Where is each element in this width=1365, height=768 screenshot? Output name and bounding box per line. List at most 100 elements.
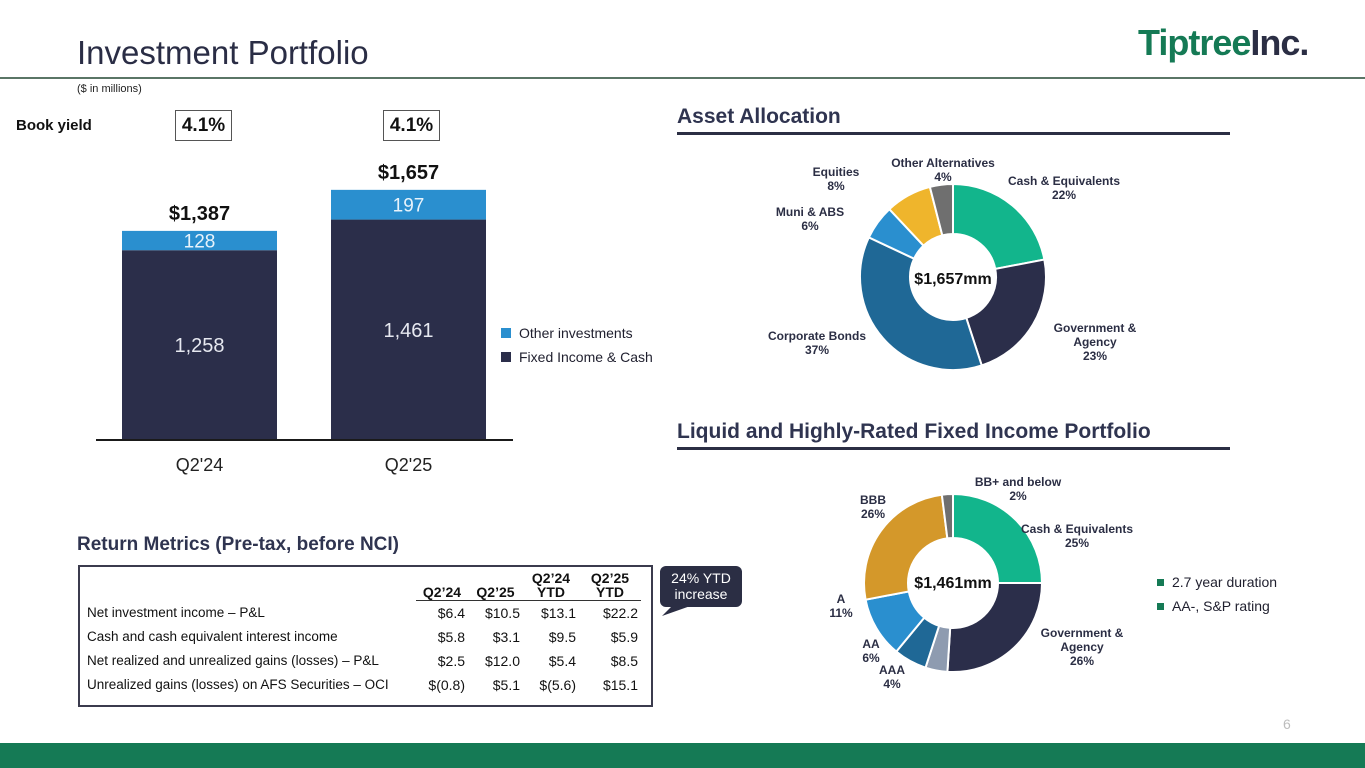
column-header-q2-25: Q2’25 <box>468 571 523 601</box>
page-title: Investment Portfolio <box>77 34 369 71</box>
portfolio-bar-chart: 1,258 128 $1,387 Q2'24 1,461 197 $1,657 Q2'25 <box>96 162 513 475</box>
legend-swatch-fixed-income <box>501 352 511 362</box>
bar-segment-other-investments <box>331 189 486 220</box>
fixed-income-rule <box>677 447 1230 450</box>
row-value: $6.4 <box>437 604 465 621</box>
slice-label-line: A <box>837 592 846 606</box>
slice-percent: 11% <box>829 606 853 620</box>
slice-label-line: AA <box>862 637 880 651</box>
row-value: $(5.6) <box>539 676 576 693</box>
donut-slice-cash-equivalents <box>952 492 1044 584</box>
table-row: Net realized and unrealized gains (losse… <box>84 649 641 673</box>
row-value: $5.8 <box>437 628 465 645</box>
table-row: Unrealized gains (losses) on AFS Securit… <box>84 673 641 697</box>
slice-percent: 8% <box>827 179 845 193</box>
slice-label-corporate-bonds: Corporate Bonds 37% <box>768 329 866 357</box>
slice-label-line: Other Alternatives <box>891 156 995 170</box>
return-metrics-table: Q2’24 Q2’25 Q2’24 YTD Q2’25 YTD Net invest… <box>84 571 641 697</box>
slice-percent: 22% <box>1052 188 1076 202</box>
column-header-q2-25-ytd: Q2’25 YTD <box>579 571 641 601</box>
bar-segment-fixed-income <box>122 250 277 440</box>
legend-other-investments: Other investments <box>501 325 633 341</box>
duration-bullet: 2.7 year duration <box>1157 574 1277 590</box>
rating-bullet-marker <box>1157 603 1164 610</box>
slice-label-cash-equivalents: Cash & Equivalents 25% <box>1021 522 1133 550</box>
slice-percent: 25% <box>1065 536 1089 550</box>
asset-allocation-title: Asset Allocation <box>677 105 841 128</box>
bar-segment-other-investments <box>122 230 277 251</box>
rating-bullet-text: AA-, S&P rating <box>1172 598 1270 614</box>
book-yield-q2-25: 4.1% <box>383 110 440 141</box>
duration-bullet-text: 2.7 year duration <box>1172 574 1278 590</box>
slice-label-bbb: BBB 26% <box>860 493 886 521</box>
slice-label-line: Agency <box>1060 640 1104 654</box>
asset-allocation-donut: Cash & Equivalents 22% Government & Agency 2… <box>768 156 1137 371</box>
slice-label-cash-equivalents: Cash & Equivalents 22% <box>1008 174 1120 202</box>
x-tick-label: Q2'24 <box>176 455 223 475</box>
legend-fixed-income: Fixed Income & Cash <box>501 349 653 365</box>
row-value: $15.1 <box>602 676 638 693</box>
legend-swatch-other-investments <box>501 328 511 338</box>
ytd-increase-callout: 24% YTD increase <box>660 566 742 607</box>
slice-label-line: AAA <box>879 663 905 677</box>
slice-label-line: Cash & Equivalents <box>1021 522 1133 536</box>
slice-percent: 4% <box>934 170 952 184</box>
bar-segment-fixed-income <box>331 219 486 440</box>
bar-data-label: 197 <box>393 196 425 217</box>
book-yield-q2-24: 4.1% <box>175 110 232 141</box>
slice-label-aa: AA 6% <box>862 637 880 665</box>
table-header-blank <box>84 571 416 601</box>
title-divider <box>0 77 1365 79</box>
bar-total-label: $1,387 <box>169 203 230 225</box>
logo-part-2: Inc. <box>1250 22 1309 63</box>
fixed-income-donut: Cash & Equivalents 25%Government & Agency 2… <box>829 475 1133 691</box>
donut-slice-cash-equivalents <box>952 182 1046 271</box>
x-tick-label: Q2'25 <box>385 455 432 475</box>
column-header-q2-24-ytd: Q2’24 YTD <box>523 571 579 601</box>
bar-data-label: 128 <box>184 232 216 253</box>
slice-label-line: Government & <box>1041 626 1124 640</box>
row-label: Net investment income – P&L <box>87 605 265 620</box>
table-header-row: Q2’24 Q2’25 Q2’24 YTD Q2’25 YTD <box>84 571 641 601</box>
row-value: $10.5 <box>484 604 520 621</box>
slice-label-line: BB+ and below <box>975 475 1062 489</box>
bar-data-label: 1,461 <box>383 320 433 342</box>
book-yield-label: Book yield <box>16 117 92 134</box>
table-row: Cash and cash equivalent interest income… <box>84 625 641 649</box>
company-logo: TiptreeInc. <box>1138 22 1309 64</box>
table-row: Net investment income – P&L $6.4 $10.5 $13.… <box>84 601 641 625</box>
row-label: Unrealized gains (losses) on AFS Securit… <box>87 677 389 692</box>
footer-bar <box>0 743 1365 768</box>
slice-label-line: Muni & ABS <box>776 205 844 219</box>
bar-data-label: 1,258 <box>174 335 224 357</box>
row-label: Cash and cash equivalent interest income <box>87 629 338 644</box>
slice-label-aaa: AAA 4% <box>879 663 905 691</box>
rating-bullet: AA-, S&P rating <box>1157 598 1270 614</box>
slice-label-muni-abs: Muni & ABS 6% <box>776 205 844 233</box>
slice-label-line: Government & <box>1054 321 1137 335</box>
slice-percent: 6% <box>801 219 819 233</box>
slice-percent: 26% <box>1070 654 1094 668</box>
slice-label-equities: Equities 8% <box>813 165 860 193</box>
slice-percent: 26% <box>861 507 885 521</box>
slice-label-bb-and-below: BB+ and below 2% <box>975 475 1062 503</box>
row-value: $3.1 <box>492 628 520 645</box>
donut-slice-other-alternatives <box>928 182 954 237</box>
row-value: $5.4 <box>548 652 576 669</box>
row-value: $12.0 <box>484 652 520 669</box>
legend-label-fixed-income: Fixed Income & Cash <box>519 349 653 365</box>
return-metrics-title: Return Metrics (Pre-tax, before NCI) <box>77 534 400 555</box>
row-label: Net realized and unrealized gains (losse… <box>87 653 379 668</box>
units-note: ($ in millions) <box>77 83 142 95</box>
slice-label-line: Corporate Bonds <box>768 329 866 343</box>
bar-total-label: $1,657 <box>378 162 439 184</box>
slice-label-government-agency: Government & Agency 23% <box>1054 321 1137 363</box>
row-value: $5.9 <box>610 628 638 645</box>
row-value: $5.1 <box>492 676 520 693</box>
fixed-income-title: Liquid and Highly-Rated Fixed Income Por… <box>677 420 1151 443</box>
slice-label-line: Cash & Equivalents <box>1008 174 1120 188</box>
logo-part-1: Tiptree <box>1138 22 1251 63</box>
row-value: $8.5 <box>610 652 638 669</box>
column-header-q2-24: Q2’24 <box>416 571 468 601</box>
slice-label-government-agency: Government & Agency 26% <box>1041 626 1124 668</box>
